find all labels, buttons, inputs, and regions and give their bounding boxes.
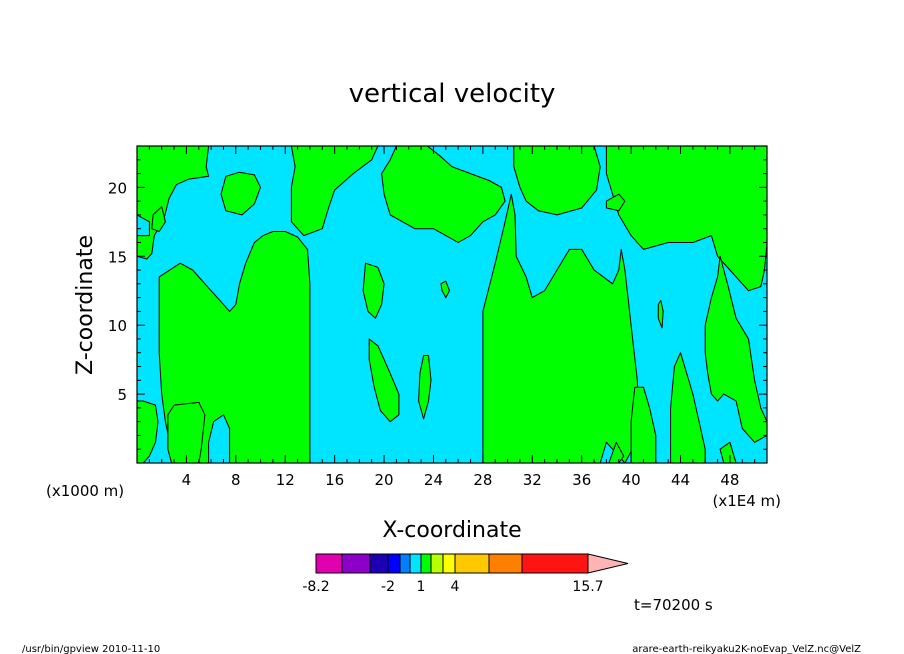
y-tick-label: 15 [108,248,127,266]
plot-frame [136,145,768,464]
legend-swatch [315,553,343,574]
x-tick-label: 12 [276,471,295,489]
x-tick-label: 4 [182,471,192,489]
x-tick-label: 8 [231,471,241,489]
x-tick-label: 16 [325,471,344,489]
x-tick-label: 20 [375,471,394,489]
contour-region-1 [136,145,210,260]
legend-tick-label: -2 [381,579,395,595]
x-tick-label: 32 [523,471,542,489]
legend-tick-label: -8.2 [302,579,329,595]
legend-swatch [488,553,523,574]
contour-region-4 [513,145,601,216]
legend-swatch [369,553,389,574]
y-tick-label: 20 [108,179,127,197]
x-unit-right: (x1E4 m) [712,492,781,510]
legend-swatch [454,553,490,574]
legend-swatch [399,553,411,574]
legend-swatch [430,553,444,574]
legend-swatch [387,553,401,574]
legend-swatch [341,553,371,574]
contour-region-2 [290,145,379,237]
contour-region-12 [167,401,206,464]
x-unit-left: (x1000 m) [46,482,124,500]
contour-region-14 [368,338,400,423]
legend-arrow [587,553,629,574]
legend-swatch [420,553,432,574]
x-tick-label: 40 [622,471,641,489]
contour-region-8 [151,206,166,232]
x-tick-label: 28 [473,471,492,489]
legend-swatch [409,553,422,574]
contour-regions [136,145,768,464]
x-tick-label: 36 [572,471,591,489]
contour-region-6 [605,193,626,212]
contour-region-3 [381,145,506,243]
time-label: t=70200 s [634,596,713,614]
color-legend-labels: -8.2 -2 1 4 15.7 [302,579,603,595]
contour-region-15 [418,355,432,420]
y-tick-label: 10 [108,317,127,335]
x-tick-label: 48 [720,471,739,489]
legend-swatch [521,553,589,574]
contour-region-22 [657,299,664,329]
chart-title: vertical velocity [349,79,556,109]
color-legend [315,553,629,574]
legend-tick-label: 1 [417,579,426,595]
x-tick-label: 44 [671,471,690,489]
contour-region-9 [362,262,385,319]
contour-region-18 [630,386,657,464]
x-axis-label: X-coordinate [382,518,521,543]
contour-region-19 [670,352,706,464]
x-axis: 4 8 12 16 20 24 28 32 36 40 44 48 [148,146,756,489]
legend-tick-label: 4 [451,579,460,595]
footer-left: /usr/bin/gpview 2010-11-10 [22,644,160,654]
footer-right: arare-earth-reikyaku2K-noEvap_VelZ.nc@Ve… [632,644,861,654]
y-axis: 5 10 15 20 [108,159,767,450]
x-tick-label: 24 [424,471,443,489]
contour-region-10 [440,280,450,299]
contour-region-7 [220,171,261,216]
y-axis-label: Z-coordinate [73,235,98,375]
y-tick-label: 5 [117,386,127,404]
legend-swatch [442,553,456,574]
plot-area [136,145,768,464]
legend-tick-label: 15.7 [572,579,603,595]
